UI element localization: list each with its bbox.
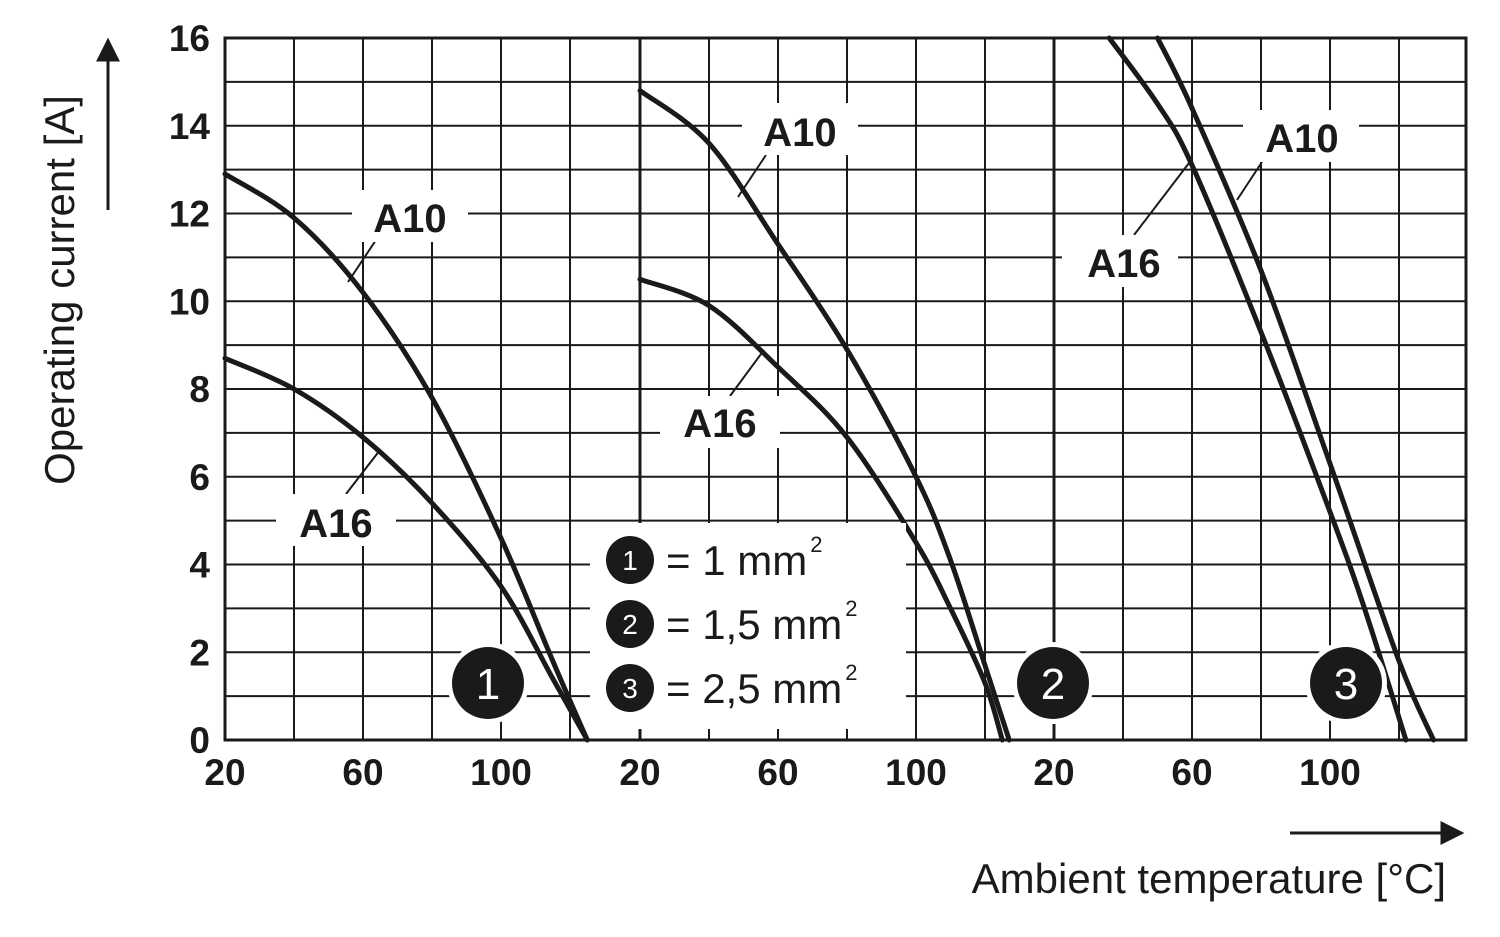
outer-frame	[223, 36, 1468, 742]
label-leader-line	[737, 154, 767, 198]
curves	[222, 35, 1436, 743]
y-tick-label: 10	[169, 281, 210, 322]
y-tick-label: 16	[169, 18, 210, 59]
panel-marker-1	[452, 647, 524, 719]
legend-marker-number: 3	[622, 673, 638, 704]
label-background	[352, 190, 468, 242]
label-leader-line	[1133, 162, 1190, 236]
legend-item-text: = 1 mm	[666, 537, 807, 584]
legend-item-superscript: 2	[845, 596, 857, 621]
x-tick-label: 20	[204, 752, 245, 793]
legend-item-text: = 2,5 mm	[666, 665, 842, 712]
y-tick-label: 6	[189, 457, 210, 498]
label-leader-line	[345, 449, 381, 495]
x-axis-title: Ambient temperature [°C]	[972, 855, 1446, 902]
label-leader-line	[1236, 161, 1263, 201]
x-tick-label: 20	[619, 752, 660, 793]
panel-marker-number: 2	[1041, 660, 1065, 709]
legend-item-superscript: 2	[810, 532, 822, 557]
legend: 1 = 1 mm 22 = 1,5 mm 23 = 2,5 mm 2	[590, 523, 906, 729]
label-background	[660, 396, 780, 448]
legend-marker-number: 2	[622, 609, 638, 640]
x-tick-label: 60	[342, 752, 383, 793]
legend-item-superscript: 2	[845, 660, 857, 685]
label-background	[276, 494, 396, 546]
x-tick-label: 20	[1033, 752, 1074, 793]
legend-marker-1	[606, 536, 654, 584]
curve-label-a10: A10	[763, 111, 836, 155]
legend-item-text: = 1,5 mm	[666, 601, 842, 648]
curve-a16-panel-2	[637, 276, 1005, 743]
x-tick-label: 100	[470, 752, 532, 793]
label-background	[1243, 110, 1359, 162]
curve-label-a16: A16	[299, 502, 372, 546]
x-tick-labels: 20 60 100 20 60 100 20 60 100	[204, 752, 1360, 793]
y-axis-title: Operating current [A]	[36, 95, 83, 485]
curve-a10-panel-1	[222, 171, 590, 743]
curve-label-a16: A16	[683, 402, 756, 446]
y-tick-label: 4	[189, 545, 210, 586]
label-background	[1062, 235, 1178, 287]
label-leader-line	[729, 349, 765, 397]
panel-markers: 1 2 3	[447, 642, 1387, 724]
x-tick-label: 60	[757, 752, 798, 793]
panel-marker-2	[1017, 647, 1089, 719]
panel-marker-3	[1310, 647, 1382, 719]
curve-label-a16: A16	[1087, 242, 1160, 286]
curve-a10-panel-3	[1155, 35, 1436, 743]
curve-label-a10: A10	[373, 197, 446, 241]
legend-marker-number: 1	[622, 545, 638, 576]
y-tick-label: 14	[169, 106, 211, 147]
curve-label-a10: A10	[1265, 117, 1338, 161]
y-tick-label: 2	[189, 632, 210, 673]
curve-a16-panel-3	[1106, 35, 1409, 743]
y-tick-labels: 0 2 4 6 8 10 12 14 16	[169, 18, 211, 761]
y-tick-label: 8	[189, 369, 210, 410]
y-tick-label: 0	[189, 720, 210, 761]
panel-marker-number: 1	[476, 660, 500, 709]
curve-a10-panel-2	[637, 88, 1012, 743]
curve-labels: A10 A16 A10 A16 A10 A16	[276, 103, 1359, 546]
curve-a16-panel-1	[222, 355, 590, 743]
label-leader-line	[347, 239, 377, 283]
label-background	[742, 103, 858, 155]
plot-frame	[223, 36, 1468, 742]
legend-marker-2	[606, 600, 654, 648]
x-tick-label: 60	[1171, 752, 1212, 793]
panel-marker-number: 3	[1334, 660, 1358, 709]
x-tick-label: 100	[885, 752, 947, 793]
x-tick-label: 100	[1299, 752, 1361, 793]
legend-marker-3	[606, 664, 654, 712]
y-tick-label: 12	[169, 194, 210, 235]
